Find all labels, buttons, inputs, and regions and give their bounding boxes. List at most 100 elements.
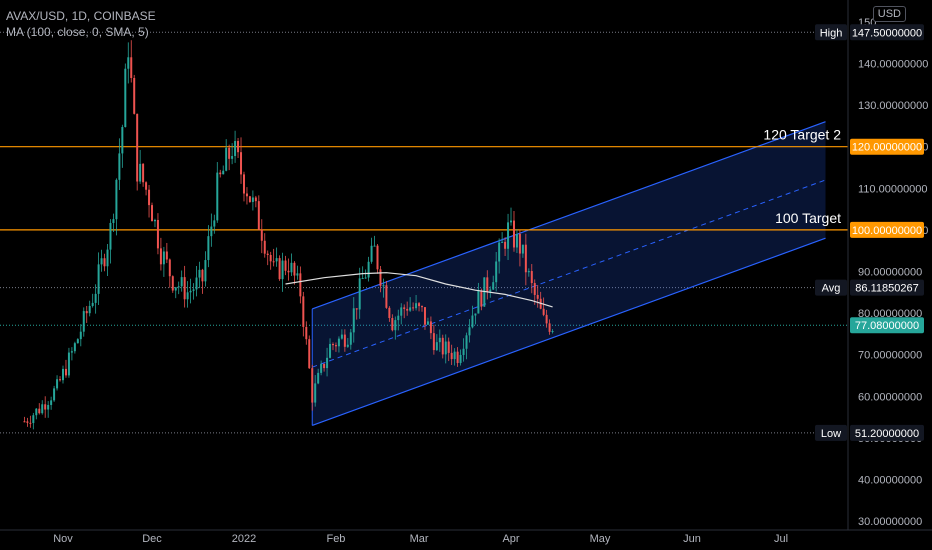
candle-body <box>148 189 151 206</box>
candle-body <box>284 260 287 271</box>
candle-body <box>364 277 367 279</box>
candle-body <box>317 372 320 384</box>
candle-body <box>474 313 477 316</box>
candle-body <box>403 307 406 309</box>
y-tick-label: 70.00000000 <box>858 350 922 362</box>
candle-body <box>438 337 441 343</box>
candle-body <box>41 404 44 414</box>
target-value: 120.00000000 <box>852 142 922 154</box>
candle-body <box>62 368 64 381</box>
candle-body <box>334 345 337 347</box>
candle-body <box>409 307 412 311</box>
x-tick-label: Jul <box>774 533 788 545</box>
candle-body <box>189 290 192 293</box>
candle-body <box>245 193 248 197</box>
indicator-legend[interactable]: MA (100, close, 0, SMA, 5) <box>6 25 149 39</box>
x-tick-label: May <box>590 533 611 545</box>
candle-body <box>501 241 504 243</box>
candle-body <box>260 229 263 241</box>
candle-body <box>444 341 447 355</box>
candle-body <box>171 276 174 291</box>
candle-body <box>400 307 403 316</box>
candle-body <box>118 153 121 180</box>
candle-body <box>278 258 281 280</box>
candle-body <box>296 273 299 276</box>
candle-body <box>174 287 177 291</box>
candle-body <box>388 307 391 319</box>
candle-body <box>512 220 515 248</box>
candle-body <box>53 388 56 401</box>
x-tick-label: Nov <box>53 533 73 545</box>
currency-button[interactable]: USD <box>872 6 906 22</box>
candle-body <box>320 363 323 373</box>
candle-body <box>415 303 418 309</box>
candle-body <box>412 307 415 309</box>
candle-body <box>367 261 370 278</box>
x-tick-label: 2022 <box>232 533 256 545</box>
candle-body <box>216 172 219 221</box>
candle-body <box>124 68 127 128</box>
candle-body <box>59 379 62 381</box>
candle-body <box>305 326 308 340</box>
candle-body <box>242 174 245 194</box>
time-axis[interactable]: Nov Dec 2022 Feb Mar Apr May Jun Jul <box>53 533 788 545</box>
candle-body <box>524 244 527 273</box>
candle-body <box>204 260 207 282</box>
candle-body <box>293 262 296 276</box>
y-tick-label: 30.00000000 <box>858 516 922 528</box>
candle-body <box>177 286 180 288</box>
candle-body <box>240 152 243 175</box>
candle-body <box>109 222 112 250</box>
candle-body <box>489 289 492 292</box>
candle-body <box>450 352 453 360</box>
candle-body <box>329 343 332 358</box>
channel-upper-line[interactable] <box>312 121 826 310</box>
candle-body <box>504 241 507 249</box>
channel-lower-line[interactable] <box>312 237 826 426</box>
candle-body <box>521 244 524 254</box>
last-price-value-tag <box>850 317 924 334</box>
candle-body <box>299 273 302 297</box>
candle-body <box>156 219 159 249</box>
candle-body <box>418 303 421 307</box>
candle-body <box>486 277 489 292</box>
target-level-label: 100 Target <box>775 210 841 226</box>
candle-body <box>287 270 290 273</box>
symbol-legend[interactable]: AVAX/USD, 1D, COINBASE <box>6 9 156 23</box>
candle-body <box>151 205 154 222</box>
candle-body <box>228 147 231 159</box>
y-tick-label: 110.00000000 <box>858 183 928 195</box>
candle-body <box>447 341 450 353</box>
candle-body <box>44 404 47 410</box>
candle-body <box>379 269 382 286</box>
candle-body <box>165 251 168 260</box>
candle-body <box>477 290 480 314</box>
candle-body <box>85 311 88 314</box>
candle-body <box>145 182 148 190</box>
candle-body <box>121 127 124 154</box>
candle-body <box>106 249 109 267</box>
candle-body <box>162 251 165 265</box>
candle-body <box>139 163 142 182</box>
last-price-value: 77.08000000 <box>855 320 919 332</box>
candle-body <box>290 262 293 273</box>
x-tick-label: Jun <box>683 533 701 545</box>
candle-body <box>480 290 483 307</box>
candle-body <box>337 338 340 347</box>
marker-value: 86.11850267 <box>855 283 918 295</box>
candle-body <box>183 277 186 300</box>
target-level-label: 120 Target 2 <box>763 127 841 143</box>
candle-body <box>385 285 388 308</box>
candle-body <box>311 368 314 403</box>
candle-body <box>426 321 429 325</box>
level-annotations: 120 Target 2 100 Target <box>763 127 841 226</box>
candle-body <box>435 342 438 351</box>
candle-body <box>391 318 394 331</box>
candle-body <box>219 172 222 175</box>
target-levels[interactable] <box>0 146 848 231</box>
regression-channel[interactable] <box>311 121 826 426</box>
channel-median-line[interactable] <box>312 179 826 368</box>
candle-body <box>32 415 35 424</box>
